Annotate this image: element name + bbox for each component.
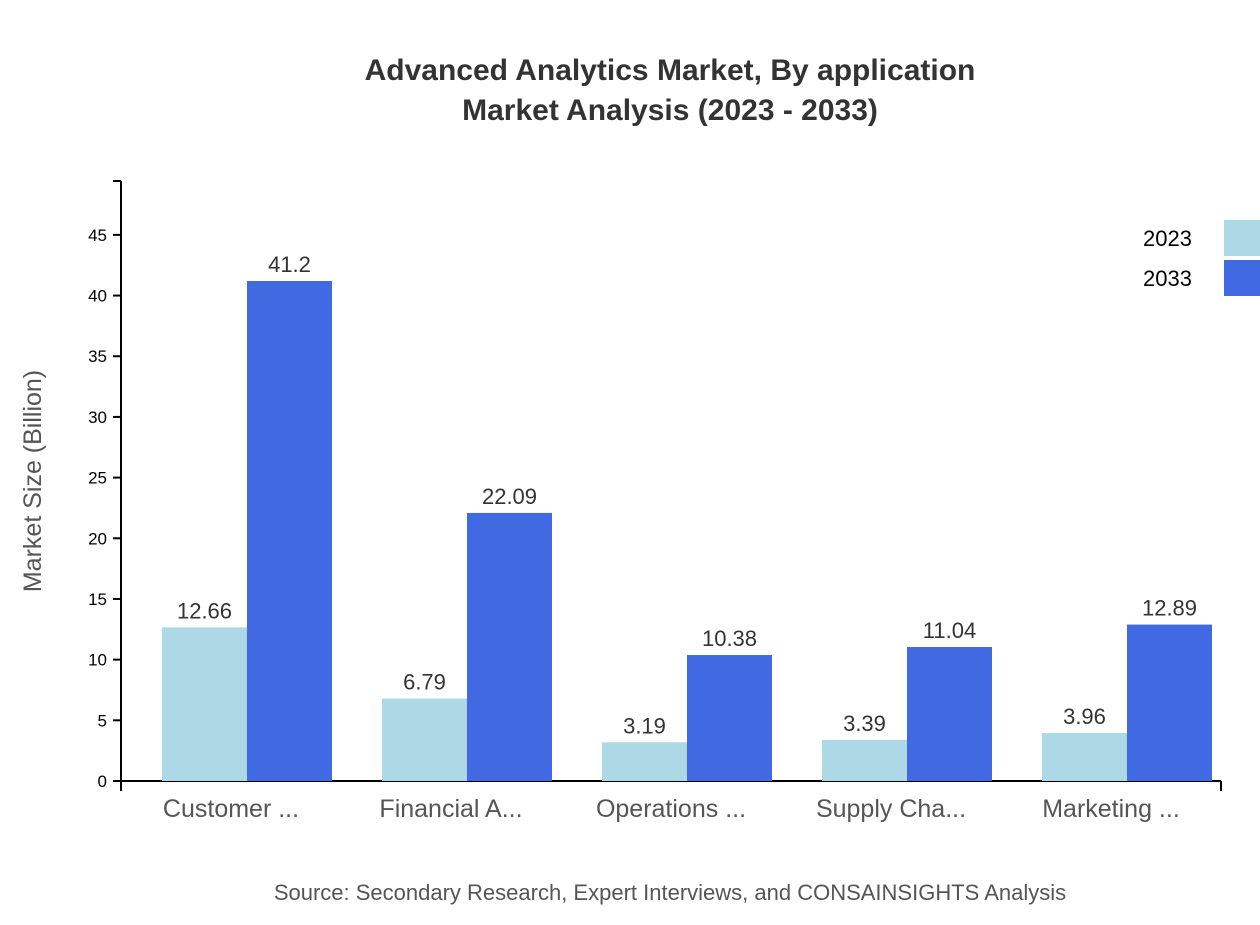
data-label: 12.66 bbox=[177, 598, 232, 623]
y-tick-label: 20 bbox=[88, 529, 107, 548]
y-tick-label: 10 bbox=[88, 651, 107, 670]
bar-2033 bbox=[907, 647, 992, 781]
y-tick-label: 40 bbox=[88, 287, 107, 306]
bar-2033 bbox=[247, 281, 332, 781]
source-note: Source: Secondary Research, Expert Inter… bbox=[274, 880, 1066, 905]
y-tick-label: 0 bbox=[98, 772, 107, 791]
x-tick-label: Customer ... bbox=[163, 795, 299, 823]
legend-label: 2023 bbox=[1143, 226, 1192, 251]
data-label: 3.96 bbox=[1063, 704, 1106, 729]
data-label: 3.39 bbox=[843, 711, 886, 736]
data-label: 6.79 bbox=[403, 670, 446, 695]
legend: 2023 2033 bbox=[1143, 220, 1260, 296]
data-label: 22.09 bbox=[482, 484, 537, 509]
x-tick-label: Marketing ... bbox=[1042, 795, 1180, 823]
x-tick-label: Financial A... bbox=[379, 795, 522, 823]
bar-2033 bbox=[467, 512, 552, 781]
data-label: 12.89 bbox=[1142, 596, 1197, 621]
y-tick-label: 45 bbox=[88, 226, 107, 245]
bar-2023 bbox=[822, 739, 907, 781]
bar-2033 bbox=[1127, 624, 1212, 781]
data-label: 3.19 bbox=[623, 713, 666, 738]
y-tick-label: 15 bbox=[88, 590, 107, 609]
x-axis: Customer ... Financial A... Operations ...… bbox=[120, 780, 1222, 823]
x-tick-label: Supply Cha... bbox=[816, 795, 966, 823]
y-tick-label: 25 bbox=[88, 469, 107, 488]
y-tick-label: 30 bbox=[88, 408, 107, 427]
y-axis: 0 5 10 15 20 25 30 35 40 45 bbox=[88, 180, 122, 791]
bar-2023 bbox=[162, 627, 247, 781]
data-label: 41.2 bbox=[268, 252, 311, 277]
bar-2023 bbox=[382, 698, 467, 781]
y-axis-label: Market Size (Billion) bbox=[19, 370, 47, 592]
y-tick-label: 35 bbox=[88, 347, 107, 366]
legend-swatch-2033 bbox=[1224, 260, 1260, 296]
y-tick-label: 5 bbox=[98, 711, 107, 730]
bars: 12.66 41.2 6.79 22.09 3.19 10.38 3.39 11.04 3.96… bbox=[162, 252, 1212, 781]
data-label: 11.04 bbox=[923, 618, 976, 643]
chart-subtitle: Market Analysis (2023 - 2033) bbox=[462, 94, 878, 127]
bar-2023 bbox=[1042, 732, 1127, 781]
legend-swatch-2023 bbox=[1224, 220, 1260, 256]
data-label: 10.38 bbox=[702, 626, 757, 651]
legend-label: 2033 bbox=[1143, 266, 1192, 291]
bar-2033 bbox=[687, 655, 772, 781]
chart-title: Advanced Analytics Market, By applicatio… bbox=[365, 54, 976, 87]
x-tick-label: Operations ... bbox=[596, 795, 746, 823]
bar-2023 bbox=[602, 742, 687, 781]
